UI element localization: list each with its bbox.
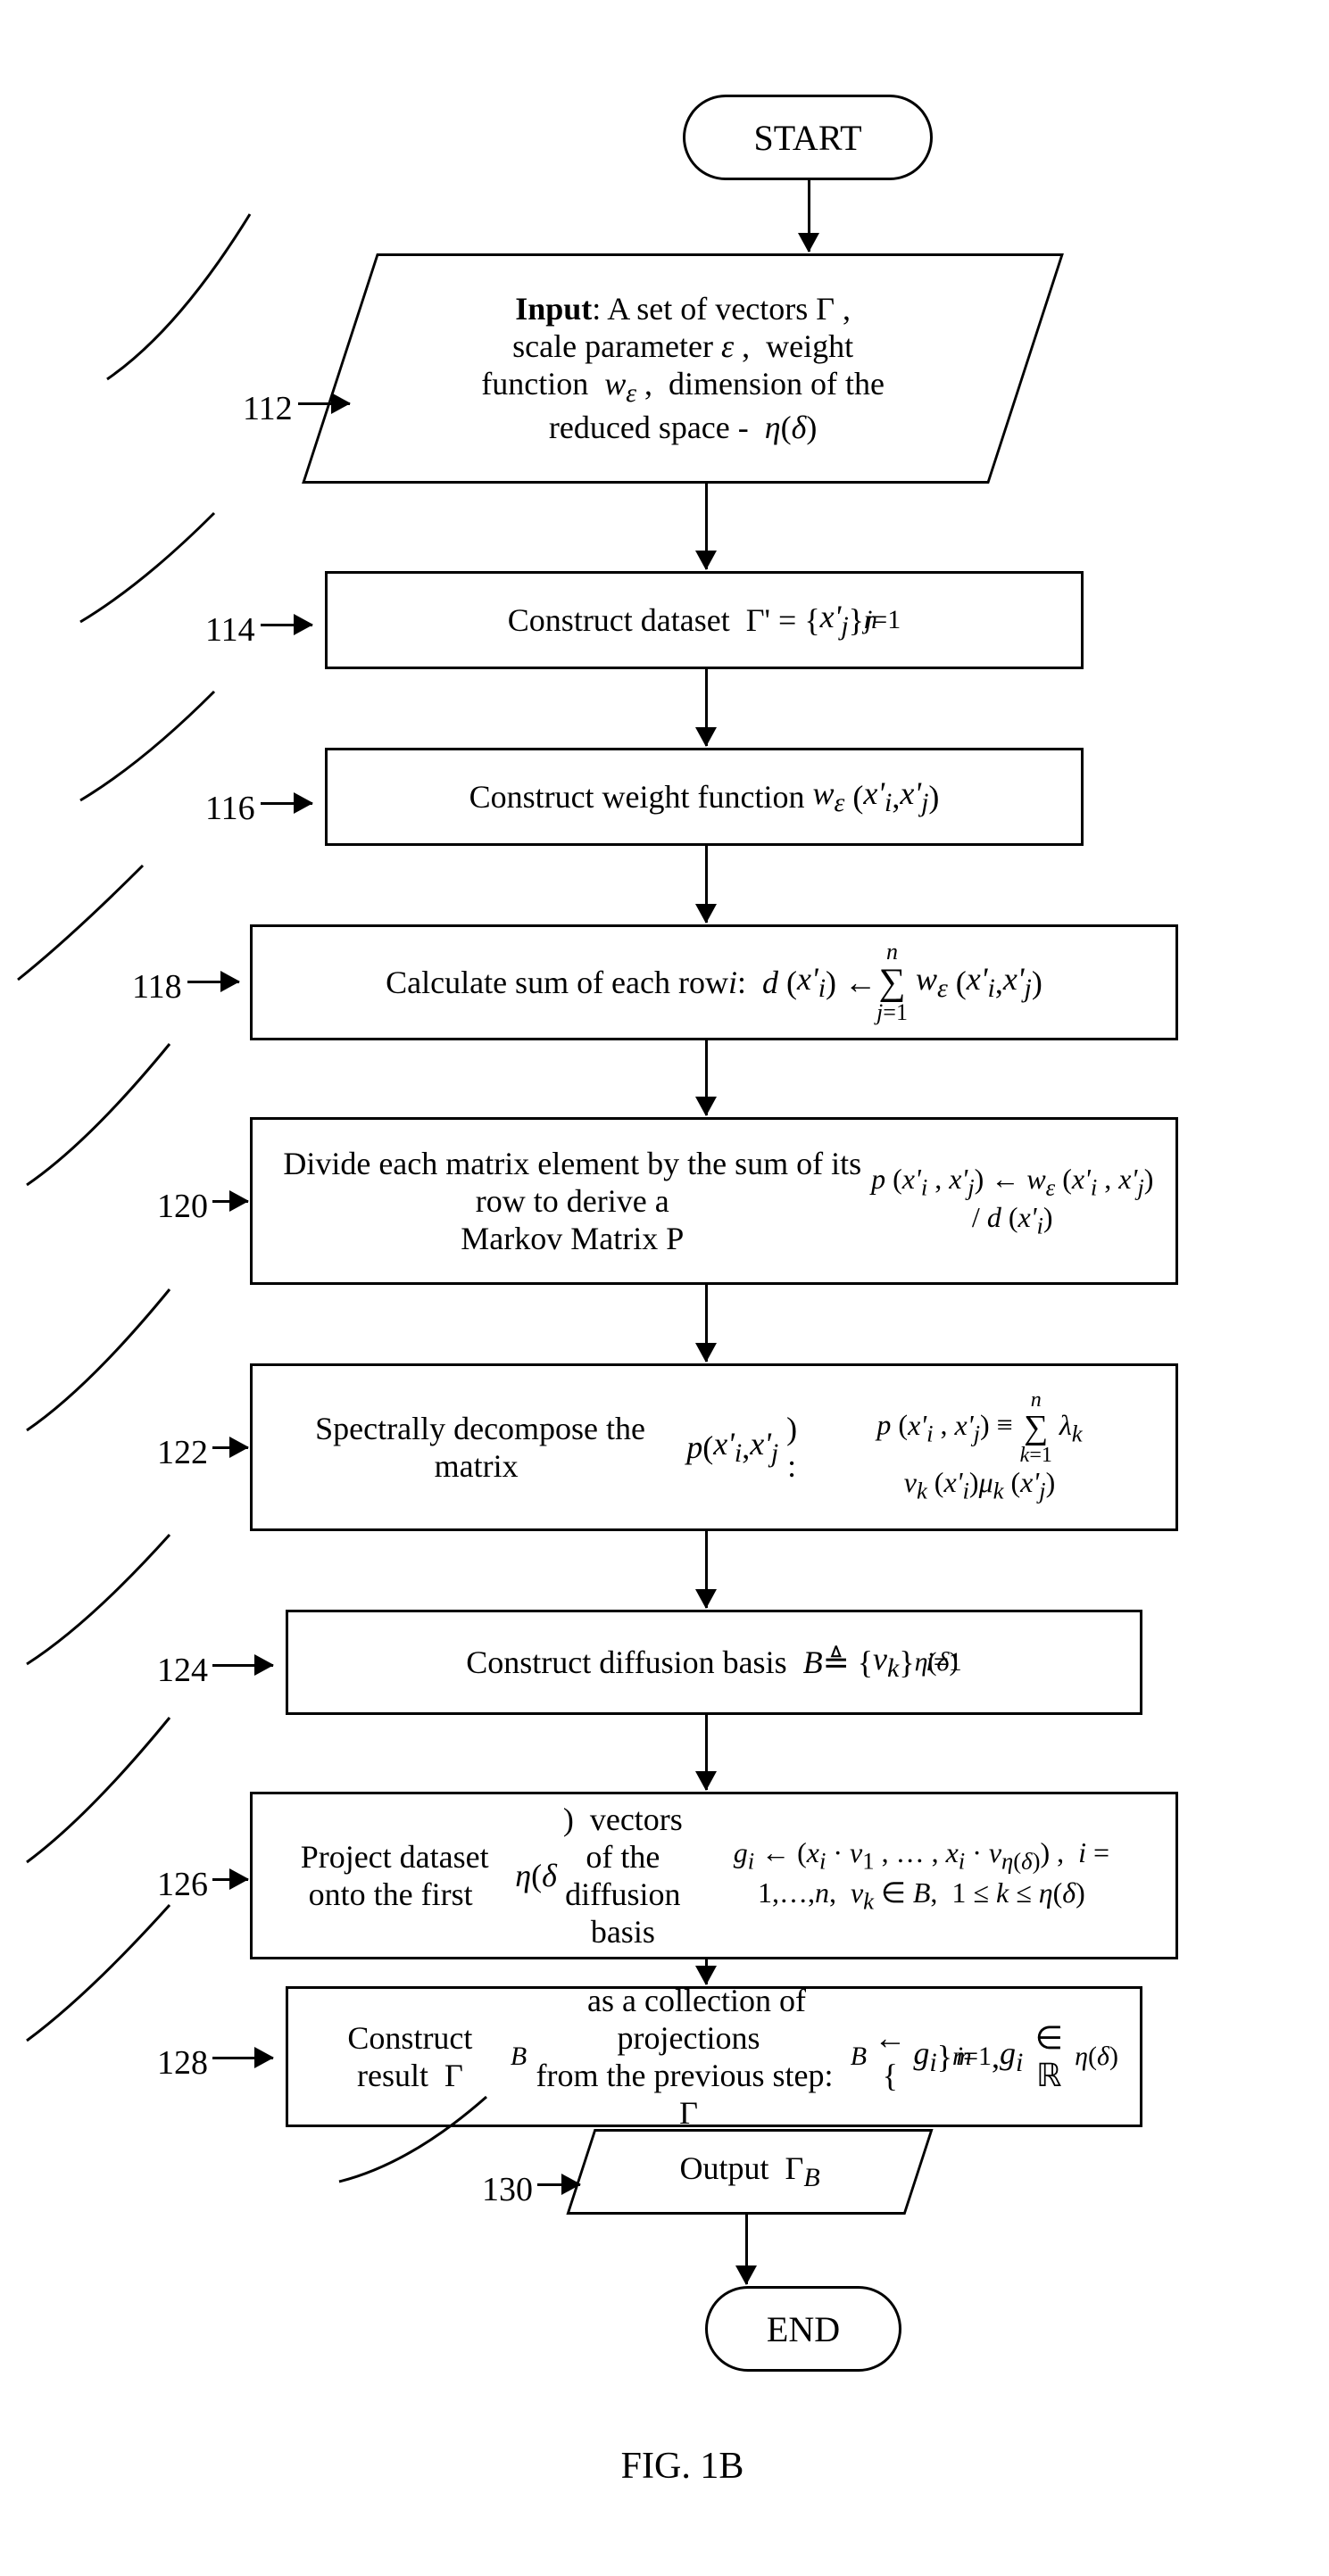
- arrow-down-8: [705, 1959, 708, 1984]
- terminator-start: START: [683, 95, 933, 180]
- arrow-down-9: [745, 2215, 748, 2284]
- lead-line-116: [80, 692, 259, 870]
- arrow-down-1: [705, 484, 708, 569]
- node-116: Construct weight function wε (x'i , x'j): [325, 748, 1084, 846]
- lead-line-126: [27, 1718, 205, 1896]
- label-arrow-1: [261, 624, 312, 626]
- node-124: Construct diffusion basis B ≜ {νk}η(δ)i=…: [286, 1610, 1142, 1715]
- node-114: Construct dataset Γ' = {x'j}nj=1: [325, 571, 1084, 669]
- node-130: Output ΓB: [566, 2129, 933, 2215]
- lead-line-122: [27, 1289, 205, 1468]
- lead-line-124: [27, 1535, 205, 1713]
- lead-line-112: [107, 214, 286, 393]
- arrow-down-6: [705, 1531, 708, 1608]
- node-122: Spectrally decompose the matrix p(x'i , …: [250, 1363, 1178, 1531]
- label-arrow-7: [212, 1878, 248, 1881]
- lead-line-120: [27, 1044, 205, 1222]
- arrow-down-5: [705, 1285, 708, 1362]
- node-112: Input: A set of vectors Γ ,scale paramet…: [302, 253, 1064, 484]
- figure-caption: FIG. 1B: [18, 2445, 1329, 2488]
- arrow-down-3: [705, 846, 708, 923]
- label-arrow-5: [212, 1446, 248, 1449]
- label-arrow-0: [298, 402, 350, 405]
- label-arrow-9: [537, 2183, 580, 2186]
- label-arrow-8: [212, 2057, 273, 2059]
- flowchart-canvas: START END Input: A set of vectors Γ ,scale…: [18, 36, 1329, 2540]
- lead-line-130: [339, 2097, 518, 2275]
- lead-line-114: [80, 513, 259, 692]
- lead-line-118: [18, 866, 196, 1044]
- node-120: Divide each matrix element by the sum of…: [250, 1117, 1178, 1285]
- arrow-down-4: [705, 1040, 708, 1115]
- lead-line-128: [27, 1905, 205, 2083]
- node-126: Project dataset onto the first η(δ) vect…: [250, 1792, 1178, 1959]
- label-arrow-4: [212, 1200, 248, 1203]
- arrow-down-0: [808, 180, 810, 252]
- node-118: Calculate sum of each row i: d (x'i) ← n…: [250, 924, 1178, 1040]
- terminator-end: END: [705, 2286, 901, 2372]
- label-arrow-2: [261, 802, 312, 805]
- label-112: 112: [243, 389, 293, 428]
- label-arrow-6: [212, 1664, 273, 1667]
- arrow-down-7: [705, 1715, 708, 1790]
- arrow-down-2: [705, 669, 708, 746]
